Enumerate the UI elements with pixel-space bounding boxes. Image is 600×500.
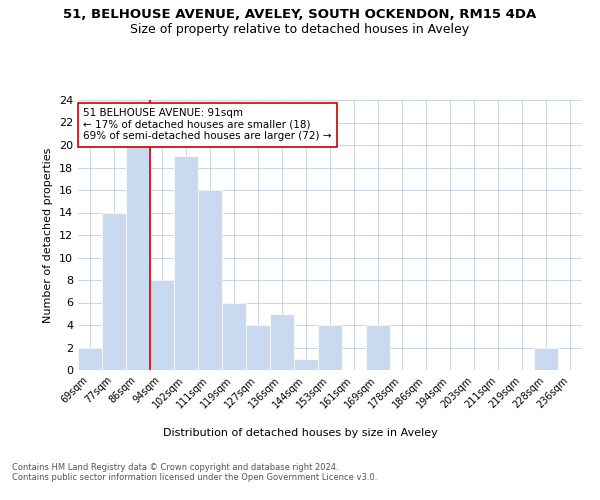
Bar xyxy=(534,348,558,370)
Bar xyxy=(150,280,174,370)
Bar xyxy=(102,212,126,370)
Bar xyxy=(222,302,246,370)
Bar xyxy=(174,156,198,370)
Bar xyxy=(246,325,270,370)
Bar xyxy=(366,325,390,370)
Bar xyxy=(294,359,318,370)
Text: Contains HM Land Registry data © Crown copyright and database right 2024.
Contai: Contains HM Land Registry data © Crown c… xyxy=(12,462,377,482)
Bar xyxy=(318,325,342,370)
Bar xyxy=(78,348,102,370)
Text: Distribution of detached houses by size in Aveley: Distribution of detached houses by size … xyxy=(163,428,437,438)
Bar xyxy=(198,190,222,370)
Text: 51 BELHOUSE AVENUE: 91sqm
← 17% of detached houses are smaller (18)
69% of semi-: 51 BELHOUSE AVENUE: 91sqm ← 17% of detac… xyxy=(83,108,332,142)
Bar xyxy=(270,314,294,370)
Y-axis label: Number of detached properties: Number of detached properties xyxy=(43,148,53,322)
Text: Size of property relative to detached houses in Aveley: Size of property relative to detached ho… xyxy=(130,22,470,36)
Text: 51, BELHOUSE AVENUE, AVELEY, SOUTH OCKENDON, RM15 4DA: 51, BELHOUSE AVENUE, AVELEY, SOUTH OCKEN… xyxy=(64,8,536,20)
Bar xyxy=(126,145,150,370)
